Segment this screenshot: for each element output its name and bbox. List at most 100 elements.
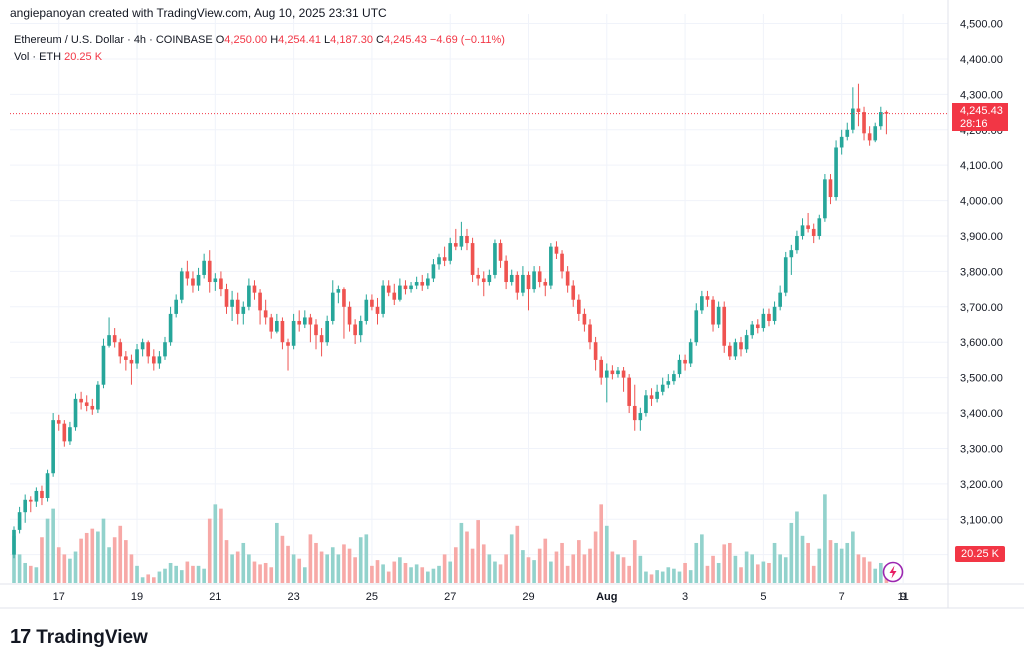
candle-body	[554, 246, 559, 254]
volume-bar	[632, 540, 637, 583]
candle-body	[795, 235, 799, 251]
y-tick-label: 4,100.00	[960, 160, 1003, 172]
candle-body	[543, 282, 548, 286]
volume-bar	[604, 525, 609, 583]
candle-body	[627, 377, 631, 406]
volume-bar	[286, 545, 290, 583]
lightning-badge-icon[interactable]	[882, 561, 904, 583]
volume-bar	[269, 567, 274, 583]
volume-bar	[733, 555, 738, 583]
candle-body	[56, 420, 61, 424]
candle-body	[146, 342, 151, 357]
candle-body	[728, 345, 732, 357]
volume-bar	[336, 554, 341, 583]
volume-bar	[168, 562, 173, 583]
volume-bar	[744, 551, 749, 583]
candle-body	[302, 317, 307, 325]
candle-body	[286, 342, 290, 346]
volume-bar	[224, 540, 229, 583]
price-axis[interactable]: 3,000.003,100.003,200.003,300.003,400.00…	[960, 19, 1003, 562]
volume-bar	[509, 534, 514, 583]
candle-body	[677, 359, 682, 375]
last-price-value: 4,245.43	[960, 105, 1003, 117]
candle-body	[470, 243, 475, 275]
volume-bar	[431, 568, 436, 583]
candle-body	[672, 374, 676, 382]
candle-body	[409, 285, 413, 290]
candle-body	[878, 112, 883, 127]
volume-bar	[185, 561, 190, 583]
tradingview-logo[interactable]: 17 TradingView	[10, 626, 148, 649]
candle-body	[571, 285, 576, 300]
candle-body	[62, 423, 67, 442]
close-value: 4,245.43	[384, 34, 427, 46]
candle-body	[577, 299, 581, 314]
candle-body	[325, 320, 329, 343]
volume-bar	[157, 571, 162, 583]
y-tick-label: 3,400.00	[960, 408, 1003, 420]
candle-body	[23, 499, 28, 513]
candle-body	[526, 274, 531, 290]
volume-bar	[565, 565, 570, 583]
candle-body	[398, 285, 402, 300]
volume-bar	[811, 565, 816, 583]
candle-body	[168, 313, 173, 343]
volume-bar	[549, 561, 553, 583]
candle-body	[179, 271, 184, 300]
candle-body	[532, 271, 536, 290]
high-label: H	[270, 34, 279, 46]
candle-body	[297, 320, 302, 325]
candle-body	[593, 342, 598, 360]
volume-bar	[347, 548, 352, 583]
volume-bar	[45, 518, 50, 583]
volume-bar	[90, 528, 95, 583]
candle-body	[560, 253, 564, 272]
time-axis[interactable]: 17 19 21 23 25 27 29 Aug 3 5 7 911	[53, 591, 909, 603]
candle-body	[644, 395, 648, 414]
ohlc-row: Ethereum / U.S. Dollar · 4h · COINBASE O…	[14, 32, 505, 49]
candle-body	[314, 324, 318, 336]
candle-body	[207, 260, 212, 283]
y-tick-label: 3,100.00	[960, 514, 1003, 526]
volume-bar	[839, 548, 844, 583]
candle-body	[884, 112, 889, 114]
y-tick-label: 3,800.00	[960, 266, 1003, 278]
symbol-legend: Ethereum / U.S. Dollar · 4h · COINBASE O…	[14, 32, 505, 66]
volume-bar	[649, 574, 654, 583]
candle-body	[476, 274, 480, 279]
volume-bar	[476, 520, 480, 583]
candle-body	[465, 235, 469, 244]
volume-bar	[465, 531, 469, 583]
volume-bar	[795, 511, 799, 583]
volume-bar	[308, 534, 313, 583]
candle-body	[666, 381, 671, 385]
volume-bar	[806, 542, 810, 583]
volume-bar	[398, 557, 402, 583]
y-tick-label: 3,600.00	[960, 337, 1003, 349]
x-tick-label: 11	[897, 591, 908, 603]
y-tick-label: 3,200.00	[960, 479, 1003, 491]
candle-body	[414, 282, 419, 286]
volume-bar	[34, 567, 39, 583]
x-tick-label: 29	[522, 591, 534, 603]
volume-bar	[739, 567, 743, 583]
candle-body	[129, 359, 134, 364]
volume-bar	[263, 562, 268, 583]
candle-body	[716, 306, 721, 325]
volume-bar	[767, 562, 771, 583]
volume-bar	[325, 554, 329, 583]
volume-bar	[73, 551, 78, 583]
volume-bar	[213, 504, 218, 583]
volume-bar	[828, 540, 833, 583]
volume-bar	[722, 544, 727, 583]
x-tick-label: 17	[53, 591, 65, 603]
volume-bar	[353, 557, 357, 583]
volume-bar	[230, 554, 234, 583]
candle-body	[135, 349, 139, 364]
candle-body	[34, 490, 39, 502]
volume-bar	[453, 547, 458, 583]
candle-body	[185, 271, 190, 279]
volume-bar	[554, 551, 559, 583]
y-tick-label: 3,500.00	[960, 373, 1003, 385]
